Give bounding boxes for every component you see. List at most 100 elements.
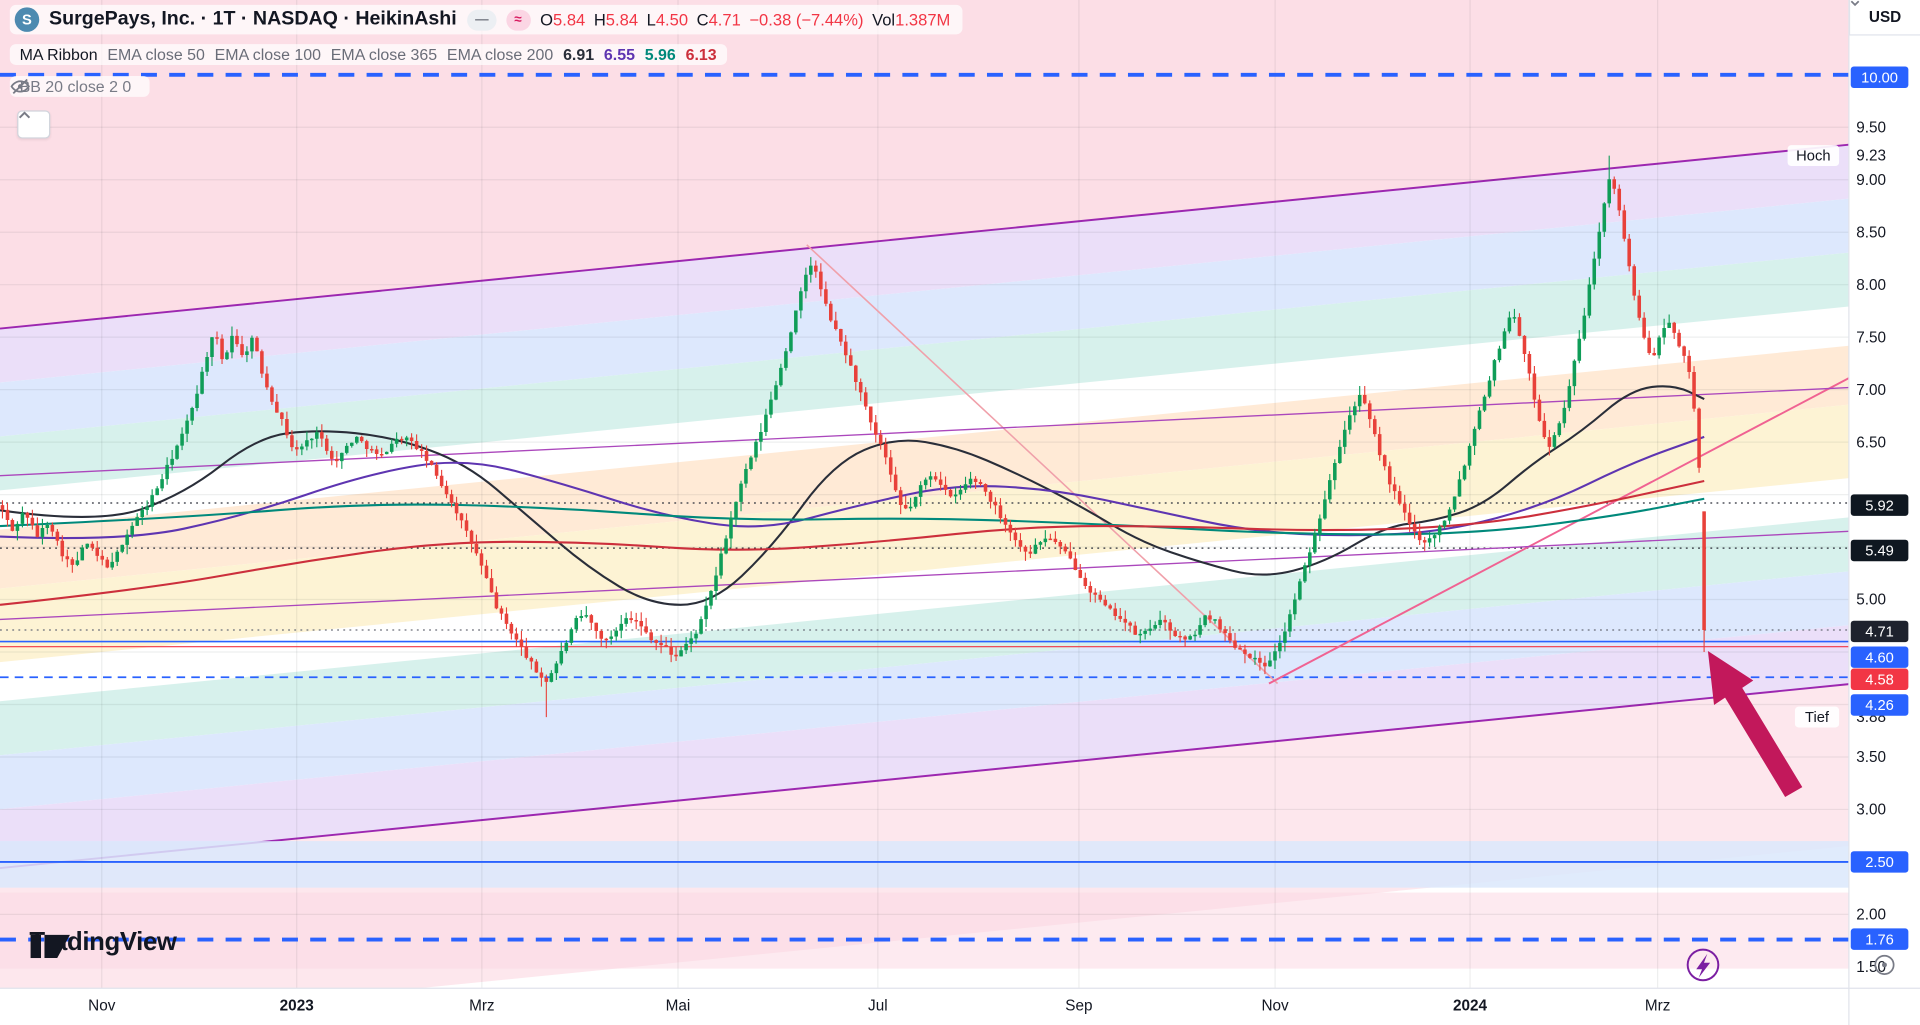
price-badge-4.71: 4.71	[1850, 620, 1909, 643]
rainbow-band-stripe	[0, 198, 1849, 437]
price-scale-label: 5.00	[1856, 592, 1886, 609]
price-badge-text: 4.71	[1865, 625, 1894, 641]
ema-param: EMA close 200	[446, 45, 554, 64]
close-label: C	[696, 10, 709, 29]
price-badge-4.60: 4.60	[1850, 646, 1909, 668]
ema-365-value: 5.96	[644, 45, 676, 64]
price-badge-text: 4.26	[1865, 698, 1894, 714]
low-pill	[1794, 706, 1840, 728]
time-axis-label: Mai	[666, 997, 691, 1014]
candle-bodies-down	[0, 179, 1706, 682]
rising-trendline[interactable]	[1268, 377, 1849, 685]
descending-trendline[interactable]	[806, 244, 1279, 685]
price-badge-text: 1.76	[1865, 932, 1894, 948]
chevron-down-icon	[1850, 0, 1860, 7]
plot-area[interactable]: Hoch Tief	[0, 0, 1849, 1025]
ema-100-line[interactable]	[0, 435, 1705, 540]
price-scale-label: 3.00	[1856, 802, 1886, 819]
price-badge-bg	[1850, 928, 1909, 950]
symbol-legend[interactable]: S SurgePays, Inc. · 1T · NASDAQ · Heikin…	[9, 4, 963, 35]
price-scale-label: 9.50	[1856, 119, 1886, 136]
time-axis-label: Jul	[868, 997, 888, 1014]
series-style-icon[interactable]: ―	[466, 9, 496, 31]
time-axis-label: Mrz	[1645, 997, 1671, 1014]
ema-200-line[interactable]	[0, 479, 1705, 606]
price-badge-text: 5.49	[1865, 544, 1894, 560]
annotation-arrow[interactable]	[1707, 651, 1803, 797]
price-badge-bg	[1850, 694, 1909, 716]
time-axis-label: Nov	[88, 997, 116, 1014]
scale-settings-icon[interactable]	[1874, 954, 1895, 975]
ema-50-value: 6.91	[563, 45, 595, 64]
time-axis[interactable]	[0, 988, 1920, 1025]
high-value: 5.84	[605, 10, 639, 29]
price-badge-4.26: 4.26	[1850, 694, 1909, 716]
indicator-name: BB 20 close 2 0	[19, 77, 132, 96]
price-badge-bg	[1850, 494, 1909, 516]
channel-top-boundary-line[interactable]	[0, 143, 1849, 330]
price-scale-label: 8.50	[1856, 224, 1886, 241]
price-scale-label: 9.23	[1856, 148, 1886, 165]
symbol-logo: S	[14, 7, 40, 32]
ma-ribbon-legend[interactable]: MA Ribbon EMA close 50 EMA close 100 EMA…	[9, 44, 727, 65]
low-label: Tief	[1805, 710, 1830, 726]
settings-circle	[1874, 954, 1895, 975]
open-label: O	[540, 10, 554, 29]
symbol-title: SurgePays, Inc. · 1T · NASDAQ · HeikinAs…	[49, 8, 457, 30]
price-badge-bg	[1850, 66, 1909, 88]
high-pill	[1787, 145, 1840, 167]
time-axis-label: Sep	[1065, 997, 1092, 1014]
low-value: 4.50	[655, 10, 689, 29]
high-label: Hoch	[1796, 149, 1830, 165]
price-badge-4.58: 4.58	[1850, 668, 1909, 690]
price-scale-label: 6.50	[1856, 434, 1886, 451]
currency-label: USD	[1868, 8, 1902, 26]
ema-50-line[interactable]	[0, 385, 1705, 606]
price-badge-5.49: 5.49	[1850, 539, 1909, 562]
price-badge-2.50: 2.50	[1850, 851, 1909, 873]
low-label: L	[646, 10, 656, 29]
price-badge-text: 4.58	[1865, 672, 1894, 688]
rainbow-band-stripe	[0, 517, 1849, 756]
bb-indicator-legend[interactable]: BB 20 close 2 0	[9, 76, 150, 97]
price-badge-5.92: 5.92	[1850, 494, 1909, 516]
open-value: 5.84	[553, 10, 586, 29]
time-axis-label: Mrz	[469, 997, 495, 1014]
rainbow-band-stripe	[0, 252, 1849, 491]
ohlc-values: O5.84 H5.84 L4.50 C4.71 −0.38 (−7.44%) V…	[540, 10, 950, 28]
price-badge-text: 4.60	[1865, 650, 1894, 666]
channel-bottom-boundary-line[interactable]	[0, 683, 1849, 870]
ema-param: EMA close 50	[107, 45, 205, 64]
lightning-circle	[1686, 948, 1720, 982]
price-scale-label: 9.00	[1856, 172, 1886, 189]
heikin-ashi-wave-icon[interactable]: ≈	[505, 9, 531, 31]
candle-bodies-up	[15, 179, 1671, 682]
purple-channel-lower[interactable]	[0, 530, 1849, 621]
tradingview-logo[interactable]: TradingView	[29, 928, 177, 959]
time-axis-label: 2023	[280, 997, 314, 1014]
ema-param: EMA close 365	[330, 45, 438, 64]
price-badge-bg	[1850, 620, 1909, 643]
price-badge-1.76: 1.76	[1850, 928, 1909, 950]
volume-value: 1.387M	[895, 10, 951, 29]
rainbow-band-stripe	[0, 571, 1849, 810]
currency-button[interactable]: USD	[1848, 0, 1920, 36]
rainbow-band-stripe	[0, 625, 1849, 869]
price-badge-bg	[1850, 668, 1909, 690]
price-scale-label: 3.50	[1856, 749, 1886, 766]
price-scale-label: 2.00	[1856, 907, 1886, 924]
ema-param: EMA close 100	[214, 45, 321, 64]
price-badge-text: 10.00	[1861, 70, 1898, 86]
price-badge-text: 2.50	[1865, 855, 1894, 871]
market-status-lightning-icon[interactable]	[1686, 948, 1720, 982]
price-badge-bg	[1850, 539, 1909, 562]
price-badge-bg	[1850, 851, 1909, 873]
price-scale-label: 7.50	[1856, 329, 1886, 346]
change-value: −0.38 (−7.44%)	[749, 10, 864, 29]
price-scale-label: 8.00	[1856, 277, 1886, 294]
chevron-up-icon	[18, 111, 31, 119]
close-value: 4.71	[708, 10, 741, 29]
legend-collapse-button[interactable]	[17, 110, 51, 139]
